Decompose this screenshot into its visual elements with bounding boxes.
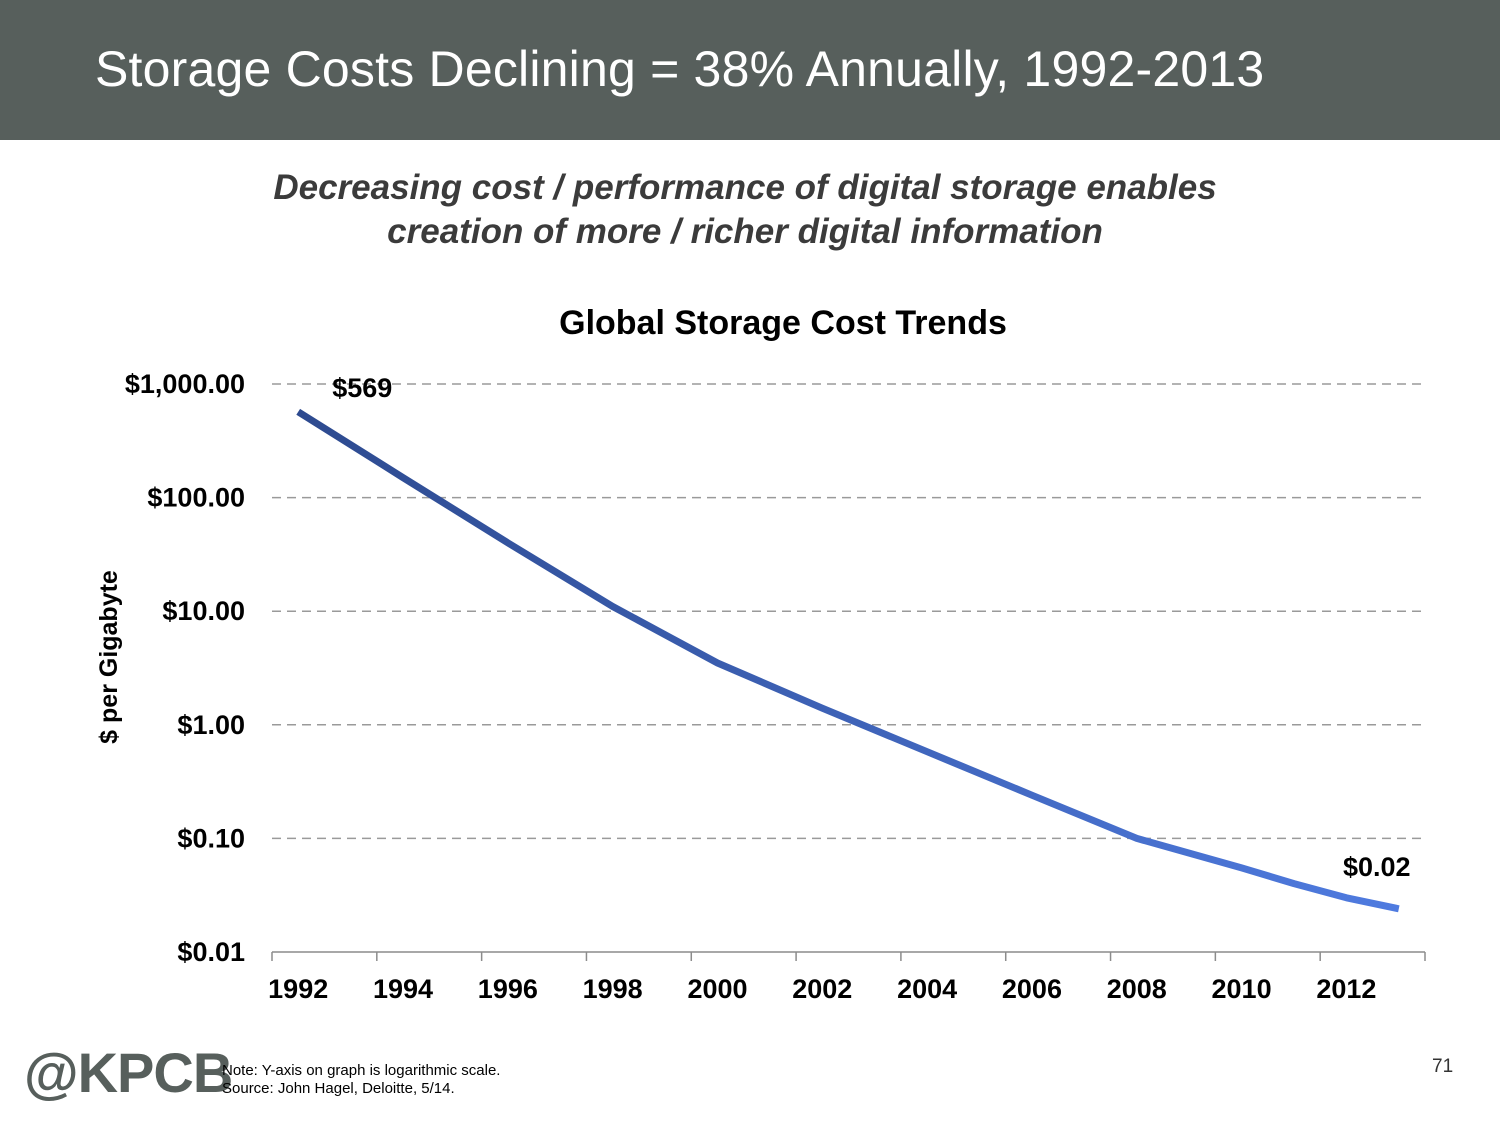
y-tick-label: $1,000.00 — [125, 369, 245, 399]
x-tick-label: 1992 — [268, 974, 328, 1004]
chart-title: Global Storage Cost Trends — [559, 304, 1007, 342]
subtitle-line-2: creation of more / richer digital inform… — [387, 212, 1103, 251]
chart-area: Global Storage Cost Trends $ per Gigabyte… — [0, 280, 1500, 1020]
subtitle-line-1: Decreasing cost / performance of digital… — [273, 168, 1217, 207]
footer-source: Source: John Hagel, Deloitte, 5/14. — [222, 1080, 455, 1097]
x-tick-label: 2012 — [1316, 974, 1376, 1004]
y-tick-label: $0.01 — [177, 937, 245, 967]
data-label: $0.02 — [1343, 852, 1411, 882]
cost-trend-line — [296, 408, 1400, 913]
x-tick-label: 2002 — [792, 974, 852, 1004]
storage-cost-chart: Global Storage Cost Trends $ per Gigabyte… — [95, 304, 1426, 1004]
slide-header: Storage Costs Declining = 38% Annually, … — [0, 0, 1500, 140]
y-tick-label: $100.00 — [147, 483, 245, 513]
x-tick-label: 2010 — [1212, 974, 1272, 1004]
x-tick-label: 2000 — [687, 974, 747, 1004]
x-tick-label: 1996 — [478, 974, 538, 1004]
y-tick-label: $10.00 — [162, 596, 245, 626]
footer-note: Note: Y-axis on graph is logarithmic sca… — [222, 1062, 501, 1079]
x-tick-label: 2006 — [1002, 974, 1062, 1004]
x-tick-label: 2004 — [897, 974, 957, 1004]
page-number: 71 — [1432, 1056, 1454, 1077]
x-tick-label: 2008 — [1107, 974, 1167, 1004]
footer-notes: Note: Y-axis on graph is logarithmic sca… — [222, 1062, 500, 1098]
x-tick-label: 1994 — [373, 974, 433, 1004]
kpcb-logo: @KPCB — [24, 1041, 233, 1104]
slide-title: Storage Costs Declining = 38% Annually, … — [95, 41, 1265, 97]
data-label: $569 — [332, 373, 392, 403]
x-tick-label: 1998 — [583, 974, 643, 1004]
y-tick-label: $0.10 — [177, 823, 245, 853]
slide-subtitle: Decreasing cost / performance of digital… — [0, 166, 1490, 254]
y-axis-label: $ per Gigabyte — [95, 570, 123, 744]
y-tick-label: $1.00 — [177, 710, 245, 740]
